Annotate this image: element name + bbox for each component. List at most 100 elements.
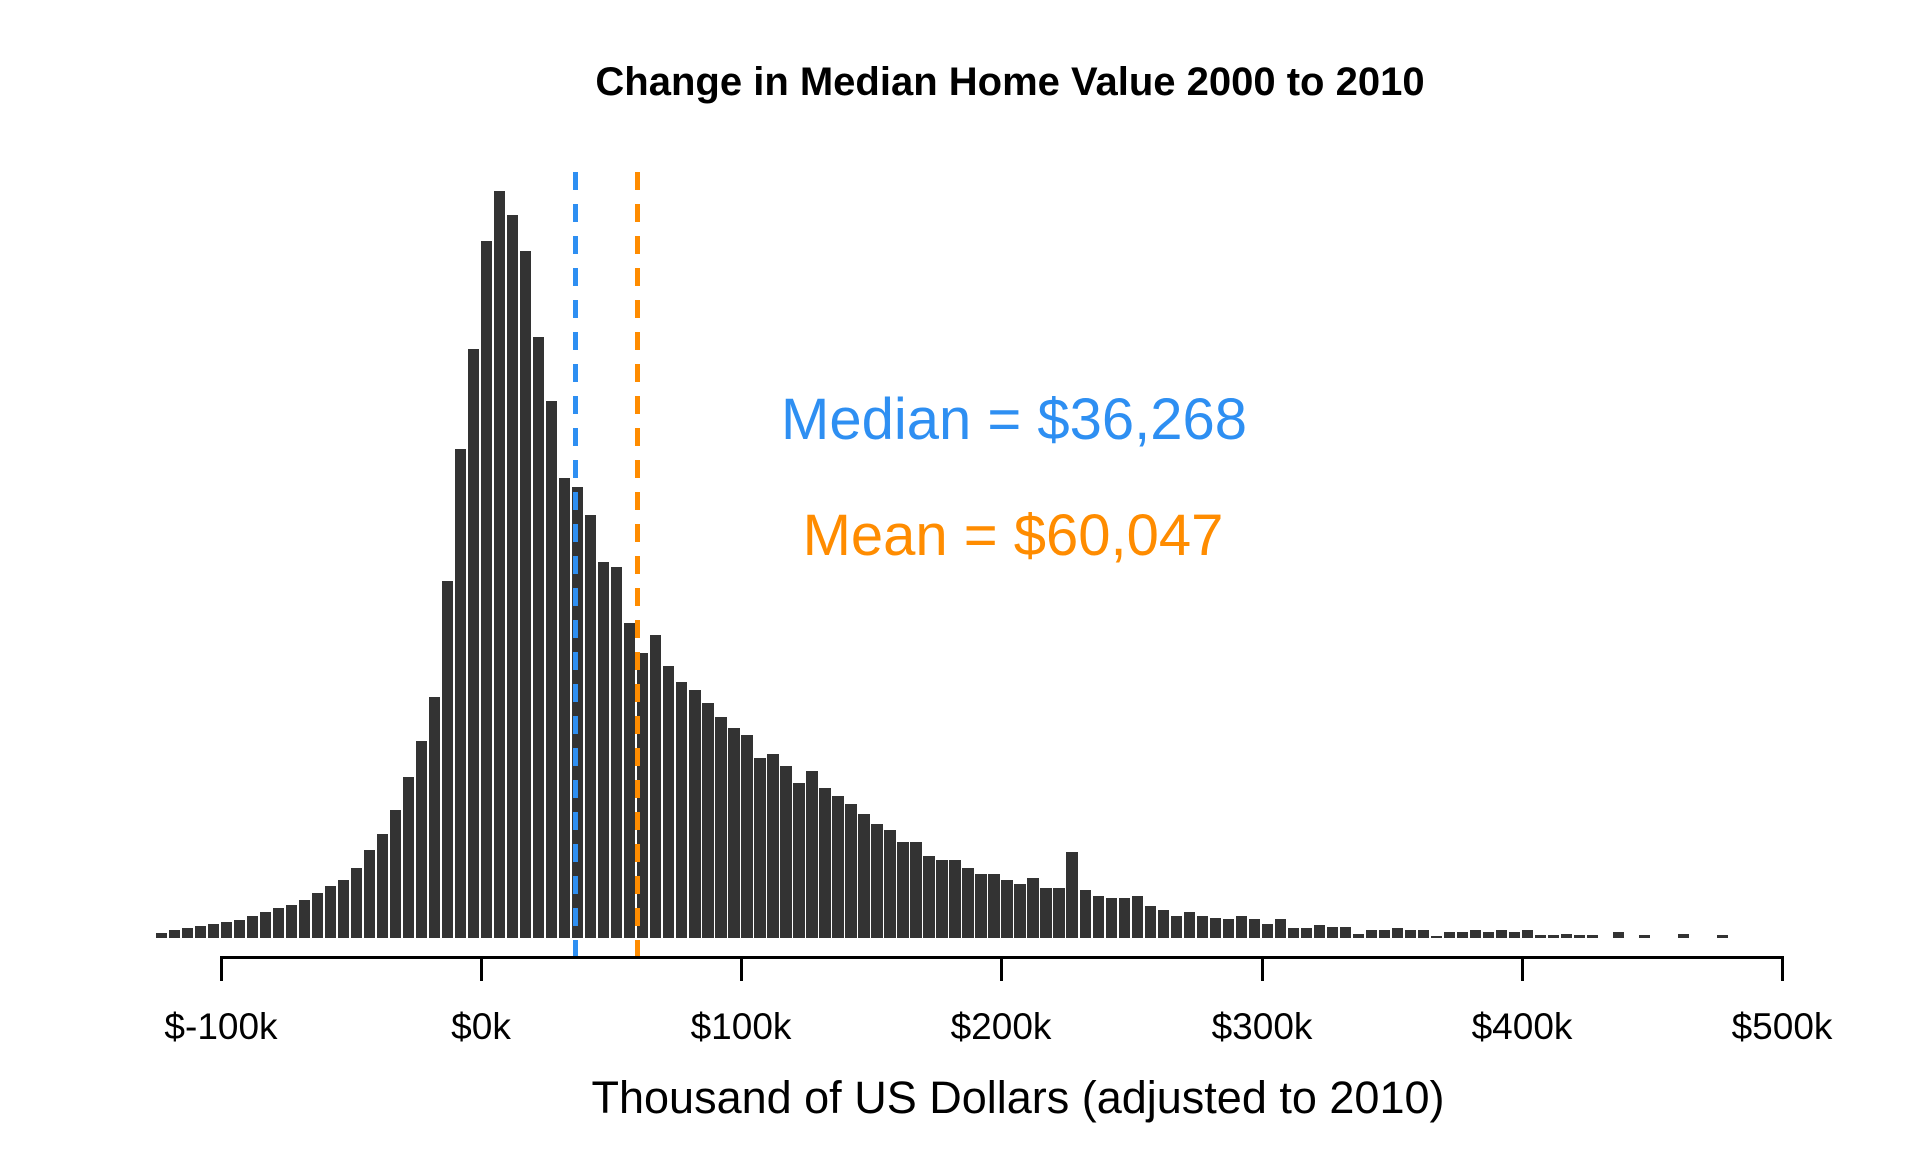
x-axis-line <box>220 956 1784 959</box>
x-axis-tick <box>1521 958 1524 981</box>
histogram-bar <box>1482 932 1495 938</box>
histogram-bar <box>1352 934 1365 938</box>
histogram-bar <box>507 215 519 938</box>
histogram-bar <box>1677 934 1690 938</box>
mean-annotation: Mean = $60,047 <box>802 503 1224 568</box>
histogram-bar <box>337 880 350 938</box>
histogram-bar <box>897 842 909 938</box>
histogram-bar <box>1053 888 1065 938</box>
x-axis-tick-label: $-100k <box>164 1006 278 1047</box>
histogram-bar <box>1586 935 1599 938</box>
x-axis-tick-label: $300k <box>1211 1006 1313 1047</box>
histogram-bar <box>793 783 805 938</box>
histogram-bar <box>728 728 740 938</box>
x-axis-tick <box>740 958 743 981</box>
histogram-bar <box>376 834 389 938</box>
histogram-bar <box>871 824 883 938</box>
histogram-bar <box>1560 934 1573 938</box>
histogram-bar <box>884 830 896 938</box>
x-axis-title: Thousand of US Dollars (adjusted to 2010… <box>591 1072 1445 1123</box>
histogram-bar <box>1170 916 1182 938</box>
x-axis-tick-label: $0k <box>451 1006 511 1047</box>
histogram-bar <box>1118 898 1130 938</box>
histogram-bar <box>1339 927 1352 938</box>
histogram-bar <box>1183 912 1195 938</box>
histogram-bar <box>962 868 974 938</box>
histogram-bar <box>936 860 948 938</box>
histogram-bar <box>520 251 532 938</box>
x-axis-tick <box>1781 958 1784 981</box>
histogram-bar <box>1105 898 1117 938</box>
histogram-bar <box>468 349 480 938</box>
histogram-bar <box>637 653 649 938</box>
x-axis-tick <box>1261 958 1264 981</box>
histogram-bar <box>767 754 779 938</box>
histogram-bar <box>168 930 181 938</box>
histogram-bar <box>1717 935 1729 938</box>
histogram-bar <box>858 814 870 938</box>
histogram-bar <box>650 635 662 938</box>
x-axis-tick-label: $400k <box>1471 1006 1573 1047</box>
histogram-bar <box>1248 919 1260 938</box>
histogram-bar <box>1534 935 1547 938</box>
histogram-bar <box>1001 880 1013 938</box>
histogram-bar <box>1131 896 1143 938</box>
mean-dashed-line <box>635 172 640 957</box>
histogram-bar <box>910 842 922 938</box>
histogram-bar <box>1612 932 1625 938</box>
histogram-bar <box>1443 932 1456 938</box>
histogram-bar <box>1547 935 1560 938</box>
histogram-bar <box>259 912 272 938</box>
median-annotation: Median = $36,268 <box>781 387 1247 452</box>
histogram-bar <box>155 933 168 938</box>
histogram-bar <box>624 623 636 938</box>
histogram-bar <box>585 515 597 938</box>
histogram-bar <box>1235 916 1247 938</box>
histogram-bar <box>1417 930 1430 938</box>
histogram-bar <box>1209 918 1221 938</box>
histogram-bar <box>1196 916 1208 938</box>
histogram-bar <box>1326 927 1339 938</box>
histogram-bar <box>207 924 220 938</box>
histogram-bar <box>285 905 298 938</box>
histogram-bar <box>949 860 961 938</box>
median-dashed-line <box>573 172 578 957</box>
x-axis-tick-label: $500k <box>1731 1006 1833 1047</box>
x-axis-tick <box>220 958 223 981</box>
histogram-bar <box>1261 924 1273 938</box>
histogram-bar <box>832 796 844 938</box>
histogram-bar <box>676 682 688 938</box>
histogram-bar <box>246 916 259 938</box>
histogram-bar <box>806 771 818 938</box>
histogram-bar <box>442 581 454 938</box>
histogram-bar <box>780 766 792 938</box>
histogram-bar <box>455 449 467 938</box>
x-axis-tick <box>1000 958 1003 981</box>
histogram-bar <box>1456 932 1469 938</box>
histogram-bar <box>754 758 766 938</box>
histogram-bar <box>1313 925 1325 938</box>
histogram-bar <box>741 735 753 938</box>
chart-title: Change in Median Home Value 2000 to 2010 <box>595 60 1425 104</box>
histogram-bar <box>1508 932 1521 938</box>
histogram-bar <box>988 874 1000 938</box>
histogram-bar <box>402 777 415 938</box>
histogram-bar <box>1404 930 1417 938</box>
histogram-bar <box>272 908 285 938</box>
histogram-bar <box>363 850 376 938</box>
histogram-bar <box>819 788 831 938</box>
histogram-bar <box>1222 919 1234 938</box>
histogram-bar <box>194 926 207 938</box>
histogram-bar <box>1079 890 1091 938</box>
histogram-bar <box>1430 936 1443 938</box>
histogram-bar <box>1274 919 1286 938</box>
histogram-bar <box>1365 930 1378 938</box>
x-axis-tick-label: $100k <box>690 1006 792 1047</box>
histogram-bar <box>1573 935 1586 938</box>
histogram-bar <box>546 401 558 938</box>
histogram-bar <box>324 886 337 938</box>
histogram-bar <box>598 562 610 938</box>
histogram-bar <box>1469 930 1482 938</box>
histogram-bar <box>611 567 623 938</box>
